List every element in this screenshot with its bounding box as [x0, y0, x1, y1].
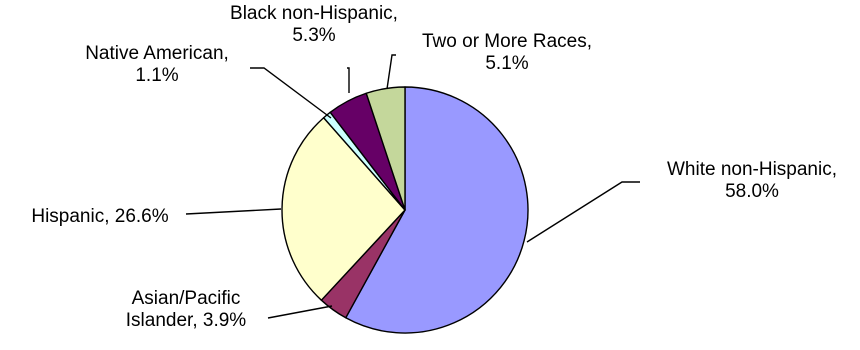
data-label-line: Native American,: [85, 43, 229, 64]
data-label-asian-pacific-islander: Asian/Pacific Islander, 3.9%: [126, 288, 247, 331]
data-label-native-american: Native American, 1.1%: [85, 43, 229, 86]
leader-line-asian-pacific-islander: [267, 305, 333, 319]
leader-line-white-non-hispanic: [526, 181, 640, 243]
data-label-line: Hispanic, 26.6%: [31, 206, 168, 227]
leader-line-two-or-more-races: [386, 54, 396, 90]
data-label-line: White non-Hispanic,: [667, 159, 837, 180]
leader-lines: [185, 54, 640, 319]
data-label-line: Two or More Races,: [422, 31, 592, 52]
data-labels: White non-Hispanic, 58.0% Asian/Pacific Isl…: [31, 3, 837, 331]
pie-slice-white-non-hispanic: [345, 86, 529, 334]
data-label-two-or-more-races: Two or More Races, 5.1%: [422, 31, 592, 74]
data-label-line: 5.3%: [292, 25, 335, 46]
data-label-line: Asian/Pacific: [132, 288, 241, 309]
data-label-line: 1.1%: [135, 65, 178, 86]
pie-slices: [281, 86, 529, 334]
data-label-line: 58.0%: [725, 181, 779, 202]
pie-slice-two-or-more-races: [365, 86, 406, 211]
leader-line-hispanic: [185, 208, 282, 215]
data-label-line: Black non-Hispanic,: [230, 3, 398, 24]
data-label-white-non-hispanic: White non-Hispanic, 58.0%: [667, 159, 837, 202]
data-label-line: Islander, 3.9%: [126, 310, 247, 331]
data-label-line: 5.1%: [485, 53, 528, 74]
leader-line-black-non-hispanic: [347, 67, 350, 93]
leader-line-native-american: [250, 67, 332, 119]
pie-slice-hispanic: [281, 117, 406, 301]
data-label-black-non-hispanic: Black non-Hispanic, 5.3%: [230, 3, 398, 46]
data-label-hispanic: Hispanic, 26.6%: [31, 206, 168, 227]
